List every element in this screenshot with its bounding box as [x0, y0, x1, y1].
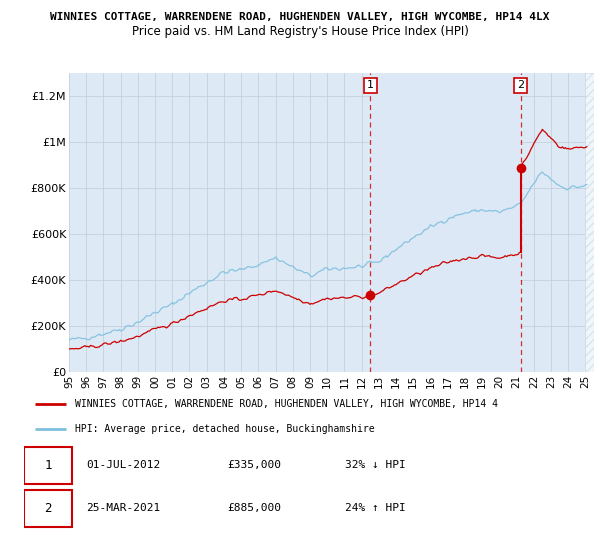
Text: 1: 1	[367, 80, 374, 90]
Text: 1: 1	[44, 459, 52, 472]
FancyBboxPatch shape	[24, 447, 72, 484]
FancyBboxPatch shape	[24, 490, 72, 527]
Text: WINNIES COTTAGE, WARRENDENE ROAD, HUGHENDEN VALLEY, HIGH WYCOMBE, HP14 4LX: WINNIES COTTAGE, WARRENDENE ROAD, HUGHEN…	[50, 12, 550, 22]
Text: Price paid vs. HM Land Registry's House Price Index (HPI): Price paid vs. HM Land Registry's House …	[131, 25, 469, 38]
Text: 2: 2	[517, 80, 524, 90]
Text: 24% ↑ HPI: 24% ↑ HPI	[346, 503, 406, 514]
Text: 2: 2	[44, 502, 52, 515]
Text: HPI: Average price, detached house, Buckinghamshire: HPI: Average price, detached house, Buck…	[75, 424, 374, 434]
Text: 01-JUL-2012: 01-JUL-2012	[86, 460, 160, 470]
Text: 25-MAR-2021: 25-MAR-2021	[86, 503, 160, 514]
Text: 32% ↓ HPI: 32% ↓ HPI	[346, 460, 406, 470]
Text: £885,000: £885,000	[227, 503, 281, 514]
Text: WINNIES COTTAGE, WARRENDENE ROAD, HUGHENDEN VALLEY, HIGH WYCOMBE, HP14 4: WINNIES COTTAGE, WARRENDENE ROAD, HUGHEN…	[75, 399, 498, 409]
Bar	[370, 73, 520, 372]
Bar	[586, 73, 596, 372]
Text: £335,000: £335,000	[227, 460, 281, 470]
